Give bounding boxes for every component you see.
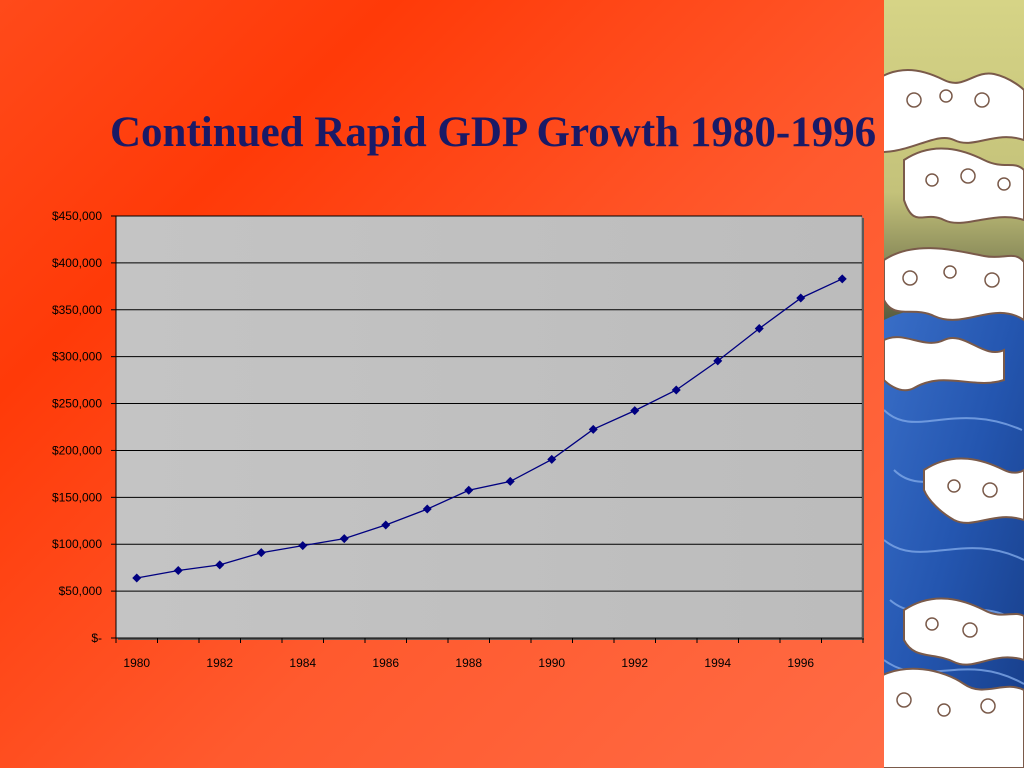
- x-axis: 1980 1982 1984 1986 1988 1990 1992 1994 1996: [115, 637, 864, 670]
- y-tick-label: $400,000: [52, 256, 102, 270]
- data-point: [547, 454, 557, 464]
- data-point: [173, 565, 183, 575]
- y-tick-label: $150,000: [52, 490, 102, 504]
- data-point: [256, 548, 266, 558]
- data-point: [339, 534, 349, 544]
- y-tick-label: $300,000: [52, 350, 102, 364]
- gdp-line-chart: $- $50,000 $100,000 $150,000 $200,000 $250,00…: [52, 209, 864, 670]
- x-tick-label: 1982: [206, 656, 233, 670]
- data-point: [215, 560, 225, 570]
- data-point: [381, 520, 391, 530]
- x-tick-label: 1984: [289, 656, 316, 670]
- x-tick-label: 1996: [787, 656, 814, 670]
- data-point: [796, 293, 806, 303]
- x-tick-label: 1980: [123, 656, 150, 670]
- y-tick-label: $450,000: [52, 209, 102, 223]
- series-gdp: [132, 274, 847, 583]
- x-tick-label: 1988: [455, 656, 482, 670]
- plot-area: [115, 215, 863, 639]
- x-tick-label: 1992: [621, 656, 648, 670]
- series-line: [136, 278, 843, 579]
- gridlines: [116, 215, 862, 592]
- y-tick-label: $200,000: [52, 443, 102, 457]
- x-tick-label: 1990: [538, 656, 565, 670]
- data-point: [588, 424, 598, 434]
- data-point: [505, 476, 515, 486]
- x-tick-label: 1994: [704, 656, 731, 670]
- data-point: [422, 504, 432, 514]
- data-point: [132, 573, 142, 583]
- data-point: [713, 356, 723, 366]
- data-point: [754, 324, 764, 334]
- data-point: [837, 274, 847, 284]
- y-tick-label: $250,000: [52, 397, 102, 411]
- y-tick-label: $-: [91, 631, 102, 645]
- data-point: [298, 541, 308, 551]
- wave-art: [884, 0, 1024, 768]
- y-tick-label: $100,000: [52, 537, 102, 551]
- y-tick-label: $50,000: [59, 584, 103, 598]
- data-point: [671, 385, 681, 395]
- data-point: [630, 406, 640, 416]
- y-tick-label: $350,000: [52, 303, 102, 317]
- x-tick-label: 1986: [372, 656, 399, 670]
- slide-title: Continued Rapid GDP Growth 1980-1996: [110, 109, 877, 156]
- data-point: [464, 485, 474, 495]
- y-axis: $- $50,000 $100,000 $150,000 $200,000 $250,00…: [52, 209, 117, 645]
